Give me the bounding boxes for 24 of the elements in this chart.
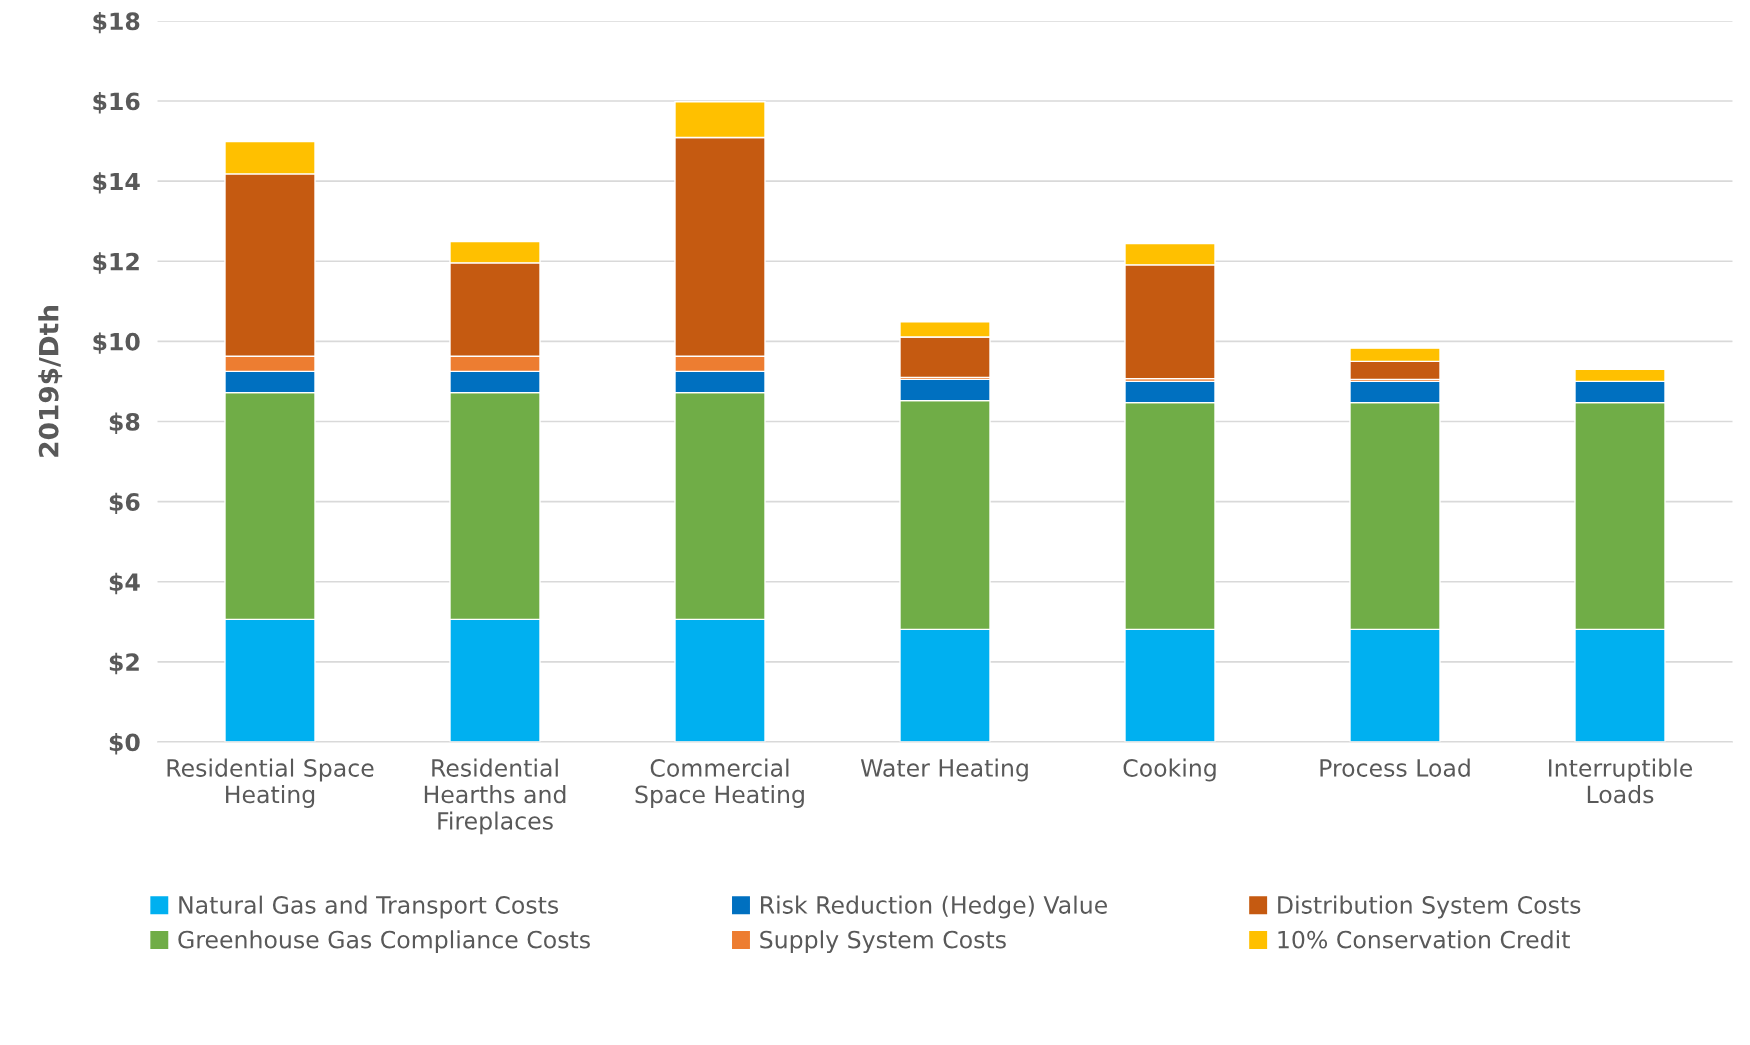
- x-tick-label: Commercial Space Heating: [635, 758, 804, 808]
- y-axis-title: 2019$/Dth: [38, 306, 63, 457]
- x-tick-label: Residential Hearths and Fireplaces: [424, 758, 566, 835]
- y-tick-label: $2: [109, 652, 139, 675]
- y-tick-label: $10: [93, 332, 140, 354]
- x-tick-label: Interruptible Loads: [1549, 758, 1693, 804]
- x-tick-label: Cooking: [1123, 758, 1216, 782]
- y-tick-label: $8: [109, 412, 140, 434]
- x-tick-label: Residential Space Heating: [167, 758, 374, 808]
- y-tick-label: $14: [93, 172, 140, 194]
- y-tick-label: $4: [109, 572, 140, 595]
- y-tick-label: $6: [109, 492, 140, 515]
- y-tick-label: $16: [93, 92, 140, 114]
- legend-label: Natural Gas and Transport Costs: [179, 895, 559, 919]
- legend-label: Risk Reduction (Hedge) Value: [761, 895, 1107, 919]
- x-tick-label: Water Heating: [860, 758, 1028, 782]
- legend-label: Greenhouse Gas Compliance Costs: [178, 930, 590, 954]
- x-tick-label: Process Load: [1320, 758, 1470, 777]
- y-tick-label: $12: [93, 252, 139, 274]
- y-tick-label: $0: [109, 732, 140, 755]
- legend-label: 10% Conservation Credit: [1278, 930, 1570, 949]
- legend-label: Supply System Costs: [760, 930, 1006, 954]
- legend-label: Distribution System Costs: [1278, 895, 1581, 919]
- y-tick-label: $18: [93, 11, 140, 34]
